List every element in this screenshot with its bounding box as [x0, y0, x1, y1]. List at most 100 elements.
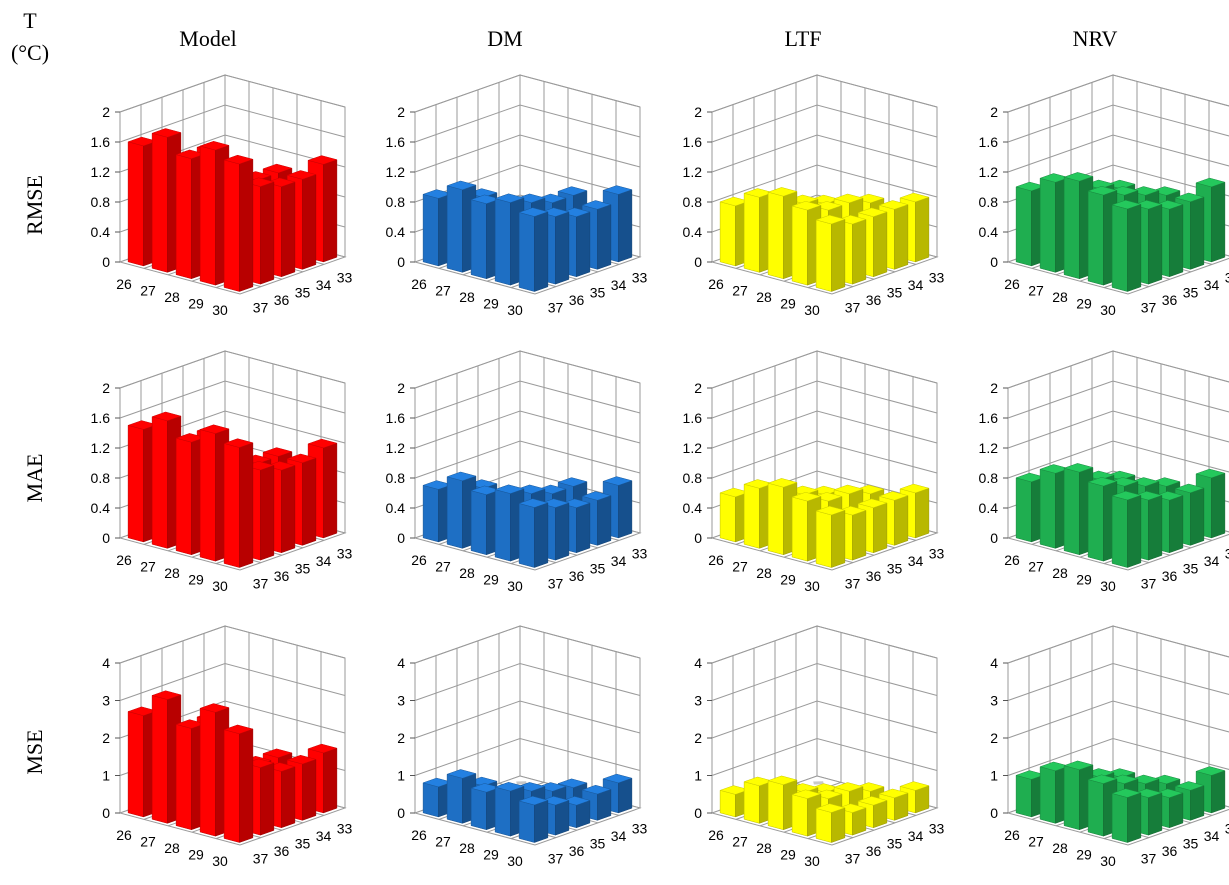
bar-face-right [281, 465, 296, 554]
y-tick-label: 1.6 [979, 134, 999, 150]
y-tick-label: 1.2 [683, 440, 703, 456]
y-tick-label: 2 [694, 104, 702, 120]
y-tick-label: 1.6 [979, 410, 999, 426]
y-tick-label: 3 [397, 693, 405, 709]
bar-face-right [239, 158, 254, 292]
x-tick-label: 27 [140, 834, 156, 850]
y-tick-label: 1.2 [91, 164, 111, 180]
bar-face-top [878, 200, 909, 210]
depth-tick-label: 36 [866, 843, 882, 859]
depth-tick-label: 33 [337, 821, 353, 837]
bar-face-top [307, 155, 338, 165]
depth-tick-label: 33 [337, 270, 353, 286]
bar-face-left [494, 198, 511, 286]
x-tick-label: 27 [435, 283, 451, 299]
gridline [1007, 737, 1229, 776]
x-tick-label: 27 [1028, 559, 1044, 575]
column-title-ltf: LTF [784, 26, 821, 51]
bar-face-right [597, 204, 612, 270]
bar [518, 498, 549, 568]
bars [719, 478, 930, 568]
bar-face-top [878, 491, 909, 501]
bar-face-right [1127, 792, 1142, 843]
bar-face-top [899, 781, 930, 791]
depth-tick-label: 36 [569, 843, 585, 859]
depth-tick-label: 33 [929, 270, 945, 286]
bar-face-left [199, 429, 216, 562]
y-tick-label: 2 [397, 380, 405, 396]
gridline [1007, 625, 1229, 664]
bar-face-left [223, 159, 240, 292]
bar-face-right [1190, 196, 1205, 270]
bars [127, 128, 338, 292]
bar-face-left [199, 707, 216, 837]
bar-face-top [446, 471, 477, 482]
bar [815, 214, 846, 292]
depth-tick-label: 34 [611, 828, 627, 844]
y-tick-label: 4 [397, 655, 405, 671]
y-tick-label: 0.8 [979, 470, 999, 486]
bar-face-top [1174, 483, 1205, 494]
x-tick-label: 27 [732, 283, 748, 299]
x-tick-label: 30 [507, 853, 523, 869]
bar-face-left [815, 510, 832, 568]
depth-tick-label: 33 [929, 546, 945, 562]
bar [767, 775, 798, 831]
bar-face-top [557, 186, 588, 196]
x-tick-label: 29 [188, 295, 204, 311]
y-tick-label: 2 [102, 104, 110, 120]
bar-face-top [1063, 760, 1094, 770]
y-tick-label: 0.8 [386, 470, 406, 486]
y-tick-label: 0.8 [683, 470, 703, 486]
bar-face-right [239, 442, 254, 568]
bar-face-left [1063, 765, 1080, 831]
bar-face-left [767, 191, 784, 280]
bar-face-right [281, 766, 296, 829]
gridline [711, 350, 938, 389]
x-tick-label: 28 [756, 840, 772, 856]
x-tick-label: 30 [212, 302, 228, 318]
y-tick-label: 4 [990, 655, 998, 671]
chart-panel-rmse-nrv: 0 0.4 0.8 1.2 1.6 2 26 27 28 29 30 37 36 35 34 33 [979, 74, 1229, 318]
depth-tick-label: 34 [316, 828, 332, 844]
chart-panel-mae-nrv: 0 0.4 0.8 1.2 1.6 2 26 27 28 29 30 37 36 35 34 33 [979, 350, 1229, 594]
bar-face-left [1039, 766, 1056, 824]
bar-face-left [518, 503, 535, 568]
gridline [1007, 350, 1229, 389]
bar-face-top [1195, 177, 1226, 188]
depth-tick-label: 37 [253, 299, 269, 315]
bar-face-right [618, 189, 633, 263]
column-title-nrv: NRV [1073, 26, 1118, 51]
floor-tile [813, 781, 824, 785]
bar-face-left [223, 443, 240, 568]
depth-tick-label: 34 [611, 553, 627, 569]
bar-face-right [1127, 494, 1142, 568]
row-title-mse: MSE [22, 729, 47, 774]
depth-tick-label: 34 [1204, 828, 1220, 844]
y-tick-label: 0 [694, 530, 702, 546]
y-tick-label: 1 [990, 768, 998, 784]
bar-face-top [199, 424, 230, 434]
gridline [119, 74, 346, 113]
bars [422, 471, 633, 568]
bar-face-left [470, 787, 487, 831]
bar-face-top [262, 447, 293, 457]
bar-face-top [767, 187, 798, 197]
y-tick-label: 0 [694, 254, 702, 270]
bar-face-top [791, 789, 822, 799]
gridline [414, 104, 641, 143]
bar-face-left [1015, 774, 1032, 818]
bar-face-left [1063, 467, 1080, 556]
depth-tick-label: 35 [295, 285, 311, 301]
bar-face-right [915, 196, 930, 263]
bar-face-top [494, 484, 525, 494]
gridline [414, 410, 641, 449]
bar-face-top [767, 478, 798, 488]
bar-face-right [239, 728, 254, 843]
bar-face-top [223, 438, 254, 448]
bar-face-right [852, 510, 867, 561]
bar-face-right [1148, 495, 1163, 561]
bar-face-left [767, 482, 784, 556]
gridline [711, 662, 938, 701]
x-tick-label: 28 [756, 289, 772, 305]
